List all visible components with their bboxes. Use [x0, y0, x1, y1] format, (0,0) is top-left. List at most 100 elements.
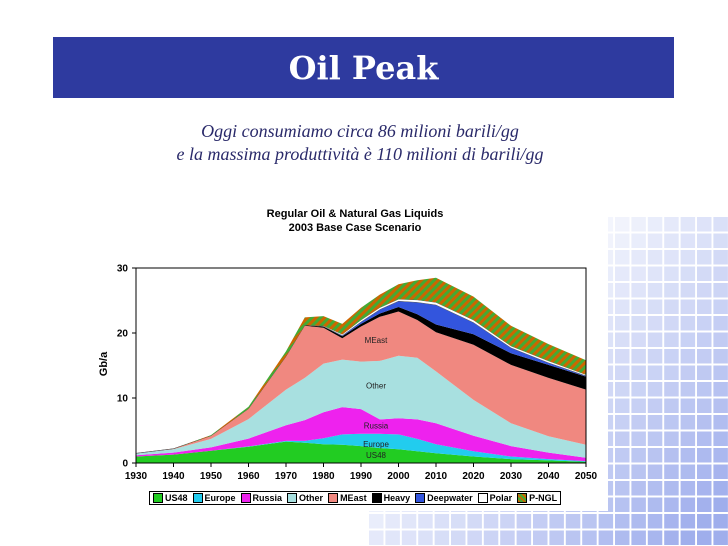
decorative-tile [549, 530, 564, 545]
decorative-tile [713, 332, 728, 347]
decorative-tile [647, 299, 663, 314]
decorative-tile [401, 530, 417, 545]
decorative-tile [697, 530, 712, 545]
area-label: MEast [365, 336, 388, 345]
decorative-tile [713, 250, 728, 265]
decorative-tile [697, 233, 712, 248]
decorative-tile [697, 415, 712, 430]
decorative-tile [713, 299, 728, 314]
area-heavy [136, 307, 586, 454]
decorative-tile [631, 217, 646, 232]
decorative-tile [647, 233, 663, 248]
legend-item-us48: US48 [153, 493, 188, 503]
legend-item-heavy: Heavy [371, 493, 410, 503]
decorative-tile [664, 233, 679, 248]
area-label: Europe [363, 440, 389, 449]
decorative-tile [713, 398, 728, 413]
decorative-tile [647, 349, 663, 364]
decorative-tile [615, 233, 630, 248]
decorative-tile [615, 448, 630, 463]
decorative-tile [647, 365, 663, 380]
decorative-tile [680, 365, 696, 380]
subtitle: Oggi consumiamo circa 86 milioni barili/… [130, 120, 590, 166]
legend-item-europe: Europe [192, 493, 236, 503]
decorative-tile [680, 514, 696, 529]
decorative-tile [582, 530, 597, 545]
decorative-tile [615, 217, 630, 232]
area-europe [136, 433, 586, 462]
decorative-tile [647, 530, 663, 545]
decorative-tile [713, 365, 728, 380]
decorative-tile [631, 415, 646, 430]
decorative-tile [565, 530, 581, 545]
decorative-tile [664, 349, 679, 364]
decorative-tile [615, 299, 630, 314]
decorative-tile [615, 382, 630, 397]
decorative-tile [615, 365, 630, 380]
decorative-tile [680, 233, 696, 248]
decorative-tile [697, 349, 712, 364]
legend-swatch [517, 493, 528, 503]
decorative-tile [647, 250, 663, 265]
decorative-tile [664, 464, 679, 479]
decorative-tile [713, 481, 728, 496]
legend-label: MEast [340, 493, 367, 503]
decorative-tile [713, 233, 728, 248]
y-axis-label: Gb/a [98, 351, 110, 376]
decorative-tile [631, 233, 646, 248]
decorative-tile [549, 514, 564, 529]
legend-item-other: Other [287, 493, 323, 503]
decorative-tile [647, 283, 663, 298]
decorative-tile [647, 382, 663, 397]
decorative-tile [598, 514, 614, 529]
legend-label: Europe [204, 493, 236, 503]
decorative-tile [680, 332, 696, 347]
legend-item-russia: Russia [240, 493, 283, 503]
decorative-tile [385, 514, 400, 529]
decorative-tile [713, 448, 728, 463]
decorative-tile [697, 431, 712, 446]
decorative-tile [713, 431, 728, 446]
title-bar: Oil Peak [53, 37, 674, 98]
decorative-tile [631, 398, 646, 413]
decorative-tile [615, 497, 630, 512]
chart-container: Regular Oil & Natural Gas Liquids 2003 B… [92, 196, 608, 511]
decorative-tile [615, 431, 630, 446]
chart-subtitle: 2003 Base Case Scenario [289, 222, 422, 234]
decorative-tile [647, 448, 663, 463]
decorative-tile [664, 415, 679, 430]
decorative-tile [451, 530, 466, 545]
area-labels: MEast Other Russia Europe US48 [363, 336, 389, 460]
decorative-tile [713, 217, 728, 232]
decorative-tile [615, 514, 630, 529]
decorative-tile [631, 530, 646, 545]
decorative-tile [647, 497, 663, 512]
decorative-tile [369, 514, 384, 529]
decorative-tile [697, 332, 712, 347]
x-tick-label: 1970 [275, 471, 298, 482]
decorative-tile [418, 514, 433, 529]
decorative-tile [631, 448, 646, 463]
x-tick-label: 1940 [162, 471, 185, 482]
decorative-tile [615, 398, 630, 413]
area-us48 [136, 441, 586, 463]
decorative-tile [664, 316, 679, 331]
decorative-tile [680, 316, 696, 331]
decorative-tile [467, 530, 482, 545]
decorative-tile [713, 530, 728, 545]
decorative-tile [516, 530, 532, 545]
decorative-tile [615, 530, 630, 545]
decorative-tile [697, 448, 712, 463]
decorative-tile [680, 349, 696, 364]
y-tick-label: 0 [122, 459, 128, 470]
legend-label: Russia [252, 493, 283, 503]
decorative-tile [647, 316, 663, 331]
legend-item-p-ngl: P-NGL [517, 493, 557, 503]
decorative-tile [664, 266, 679, 281]
legend-swatch [371, 493, 382, 503]
legend-label: Other [299, 493, 324, 503]
area-layers [135, 277, 587, 463]
decorative-tile [664, 332, 679, 347]
decorative-tile [631, 365, 646, 380]
